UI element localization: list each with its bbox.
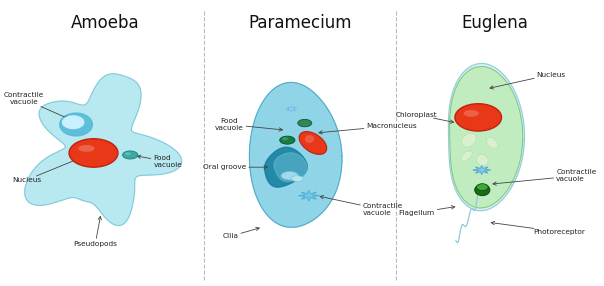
Ellipse shape bbox=[69, 139, 118, 167]
Ellipse shape bbox=[299, 132, 327, 154]
Text: Amoeba: Amoeba bbox=[71, 13, 140, 31]
Ellipse shape bbox=[298, 119, 312, 127]
Ellipse shape bbox=[282, 137, 288, 140]
Ellipse shape bbox=[464, 110, 479, 117]
Polygon shape bbox=[449, 66, 522, 208]
Polygon shape bbox=[249, 82, 342, 227]
Ellipse shape bbox=[477, 184, 488, 190]
Ellipse shape bbox=[461, 133, 476, 147]
Polygon shape bbox=[63, 116, 84, 128]
Ellipse shape bbox=[459, 107, 477, 122]
Ellipse shape bbox=[487, 114, 501, 126]
Polygon shape bbox=[265, 147, 307, 187]
Text: Contractile
vacuole: Contractile vacuole bbox=[493, 169, 597, 185]
Polygon shape bbox=[298, 190, 320, 201]
Text: Chloroplast: Chloroplast bbox=[396, 112, 454, 123]
Ellipse shape bbox=[486, 138, 498, 148]
Polygon shape bbox=[286, 106, 297, 112]
Text: Food
vacuole: Food vacuole bbox=[137, 155, 182, 168]
Text: Oral groove: Oral groove bbox=[203, 164, 268, 170]
Ellipse shape bbox=[125, 152, 130, 155]
Text: Cilia: Cilia bbox=[222, 227, 259, 239]
Text: Pseudopods: Pseudopods bbox=[73, 217, 117, 247]
Ellipse shape bbox=[79, 145, 95, 152]
Text: Contractile
vacuole: Contractile vacuole bbox=[4, 92, 69, 119]
Polygon shape bbox=[448, 63, 524, 211]
Ellipse shape bbox=[477, 154, 488, 166]
Text: Contractile
vacuole: Contractile vacuole bbox=[320, 196, 403, 217]
Text: Macronucleus: Macronucleus bbox=[319, 123, 417, 134]
Text: Nucleus: Nucleus bbox=[490, 72, 565, 89]
Ellipse shape bbox=[305, 135, 314, 143]
Text: Euglena: Euglena bbox=[461, 13, 528, 31]
Ellipse shape bbox=[455, 104, 501, 131]
Text: Flagellum: Flagellum bbox=[399, 206, 455, 216]
Polygon shape bbox=[60, 113, 92, 136]
Polygon shape bbox=[473, 166, 490, 174]
Text: Food
vacuole: Food vacuole bbox=[215, 118, 283, 131]
Polygon shape bbox=[274, 153, 307, 182]
Text: Nucleus: Nucleus bbox=[12, 158, 80, 183]
Ellipse shape bbox=[280, 136, 295, 144]
Text: Paramecium: Paramecium bbox=[248, 13, 352, 31]
Polygon shape bbox=[25, 74, 182, 225]
Ellipse shape bbox=[291, 176, 303, 181]
Ellipse shape bbox=[461, 151, 472, 161]
Ellipse shape bbox=[475, 184, 490, 196]
Text: Photoreceptor: Photoreceptor bbox=[491, 221, 585, 235]
Ellipse shape bbox=[123, 151, 138, 159]
Ellipse shape bbox=[281, 172, 298, 180]
